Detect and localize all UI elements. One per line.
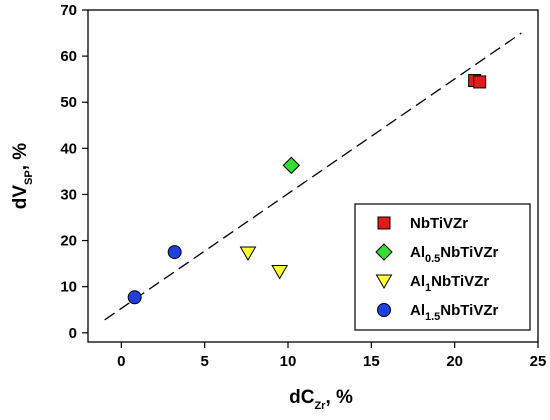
x-tick-label: 20 [446, 353, 463, 370]
x-tick-label: 15 [363, 353, 380, 370]
y-axis-label: dVSP, % [10, 143, 35, 210]
legend-entry: Al1.5NbTiVZr [410, 302, 499, 323]
legend-marker [375, 274, 393, 290]
data-point [167, 245, 182, 260]
data-point [271, 264, 289, 280]
legend-entry: Al0.5NbTiVZr [410, 244, 499, 265]
y-tick-label: 50 [60, 94, 77, 111]
legend-entry: NbTiVZr [410, 215, 468, 232]
legend-marker [377, 303, 391, 317]
y-tick-label: 60 [60, 48, 77, 65]
y-tick-label: 40 [60, 140, 77, 157]
legend-marker [377, 216, 391, 230]
x-tick-label: 0 [117, 353, 125, 370]
trend-line [104, 32, 522, 321]
x-tick-label: 25 [530, 353, 547, 370]
y-tick-label: 0 [69, 325, 77, 342]
data-point [473, 75, 487, 89]
x-axis-label: dCZr, % [289, 387, 353, 412]
x-tick-label: 5 [200, 353, 208, 370]
legend-entry: Al1NbTiVZr [410, 273, 489, 294]
y-tick-label: 70 [60, 2, 77, 19]
y-tick-label: 10 [60, 279, 77, 296]
y-tick-label: 30 [60, 186, 77, 203]
data-point [239, 246, 257, 262]
data-point [282, 156, 301, 175]
data-point [127, 290, 142, 305]
legend-marker [375, 243, 393, 261]
plot-area [87, 9, 539, 343]
x-tick-label: 10 [280, 353, 297, 370]
y-tick-label: 20 [60, 233, 77, 250]
